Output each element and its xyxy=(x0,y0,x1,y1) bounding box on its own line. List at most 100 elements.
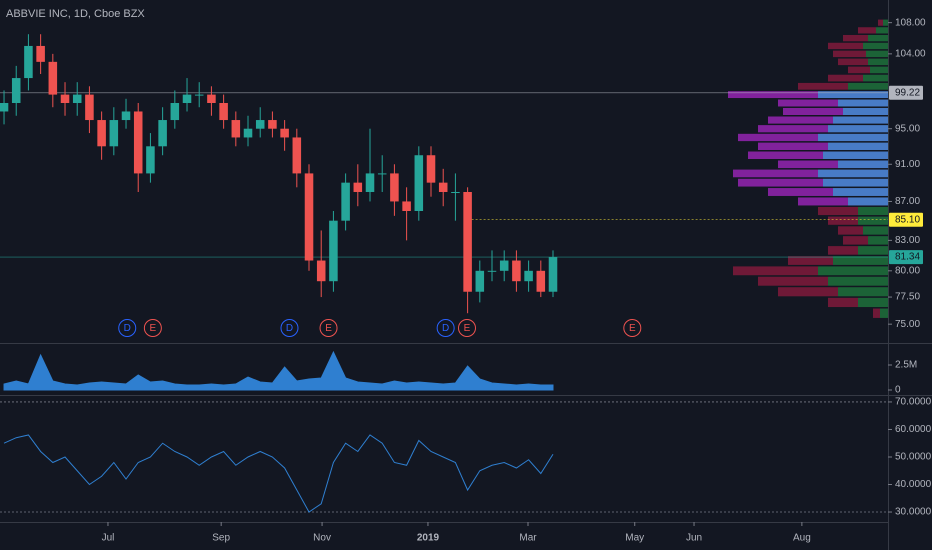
candle-body xyxy=(133,111,143,174)
profile-down xyxy=(878,19,883,26)
candle-body xyxy=(512,260,521,282)
candle-body xyxy=(194,94,204,96)
profile-up xyxy=(866,50,888,58)
y-tick-label: 50.0000 xyxy=(895,452,932,463)
profile-down xyxy=(733,169,818,178)
event-marker xyxy=(623,319,642,337)
candle-body xyxy=(219,102,228,121)
candle-body xyxy=(390,173,399,202)
candle-body xyxy=(85,94,94,121)
candle-body xyxy=(48,61,58,95)
profile-down xyxy=(818,206,858,216)
y-tick-label: 108.00 xyxy=(895,17,926,28)
candle-body xyxy=(72,94,82,103)
x-tick-label: Jul xyxy=(102,533,115,544)
profile-up xyxy=(828,125,888,133)
candle-body xyxy=(438,182,448,192)
y-tick-label: 83.00 xyxy=(895,235,920,246)
profile-up xyxy=(848,82,888,90)
profile-up xyxy=(833,256,888,265)
y-tick-label: 77.50 xyxy=(895,292,920,303)
profile-up xyxy=(848,197,888,206)
profile-up xyxy=(863,74,888,82)
profile-down xyxy=(858,27,876,34)
profile-up xyxy=(823,178,888,187)
profile-down xyxy=(843,236,868,245)
profile-down xyxy=(778,287,838,297)
profile-up xyxy=(818,266,888,276)
price-label: 81.34 xyxy=(895,252,920,263)
volume-area xyxy=(3,350,554,391)
x-tick-label: Aug xyxy=(793,533,811,544)
event-marker xyxy=(319,319,338,337)
y-tick-label: 80.00 xyxy=(895,265,920,276)
candle-body xyxy=(365,173,375,192)
candle-body xyxy=(268,120,277,129)
profile-down xyxy=(798,197,848,206)
profile-up xyxy=(883,19,888,26)
profile-up xyxy=(863,42,888,50)
profile-up xyxy=(818,169,888,178)
candle-body xyxy=(499,260,509,271)
profile-up xyxy=(843,107,888,116)
candle-body xyxy=(36,45,45,62)
candle-body xyxy=(475,270,485,292)
candle-body xyxy=(170,102,180,121)
profile-down xyxy=(828,216,858,225)
y-tick-label: 0 xyxy=(895,385,901,396)
candle-body xyxy=(109,120,119,147)
event-marker xyxy=(436,319,455,337)
candle-body xyxy=(60,94,70,103)
price-label-box xyxy=(889,212,923,227)
profile-up xyxy=(833,188,888,196)
event-marker xyxy=(280,319,299,337)
profile-up xyxy=(828,142,888,151)
profile-down xyxy=(778,160,838,169)
price-label: 85.10 xyxy=(895,214,920,225)
profile-down xyxy=(828,246,858,255)
profile-down xyxy=(768,116,833,124)
profile-up xyxy=(876,27,888,34)
profile-up xyxy=(818,91,888,99)
y-tick-label: 2.5M xyxy=(895,360,917,371)
candle-body xyxy=(121,111,131,121)
profile-up xyxy=(858,206,888,216)
event-label: D xyxy=(442,323,449,334)
profile-up xyxy=(858,216,888,225)
event-label: E xyxy=(629,323,636,334)
y-tick-label: 75.00 xyxy=(895,319,920,330)
x-tick-label: Nov xyxy=(313,533,331,544)
price-label-box xyxy=(889,85,923,100)
candle-body xyxy=(292,137,302,174)
profile-down xyxy=(788,256,833,265)
profile-up xyxy=(828,276,888,286)
event-label: D xyxy=(124,323,131,334)
profile-up xyxy=(838,99,888,107)
profile-down xyxy=(733,266,818,276)
profile-up xyxy=(863,226,888,235)
profile-down xyxy=(738,178,823,187)
candle-body xyxy=(280,128,289,138)
profile-up xyxy=(868,236,888,245)
rsi-line xyxy=(3,434,554,513)
x-tick-label: Mar xyxy=(519,533,537,544)
candle-body xyxy=(426,155,436,183)
candle-body xyxy=(548,257,558,292)
candle-body xyxy=(353,182,363,192)
y-tick-label: 30.0000 xyxy=(895,507,932,518)
profile-down xyxy=(828,74,863,82)
profile-up xyxy=(880,308,888,318)
y-tick-label: 60.0000 xyxy=(895,424,932,435)
profile-up xyxy=(868,58,888,66)
x-tick-label: Sep xyxy=(212,533,230,544)
candle-body xyxy=(341,182,350,221)
profile-down xyxy=(758,142,828,151)
candle-body xyxy=(402,201,411,212)
profile-down xyxy=(738,133,818,142)
candle-body xyxy=(255,120,265,129)
event-label: E xyxy=(325,323,332,334)
candle-body xyxy=(487,270,497,272)
y-tick-label: 91.00 xyxy=(895,159,920,170)
event-label: D xyxy=(286,323,293,334)
